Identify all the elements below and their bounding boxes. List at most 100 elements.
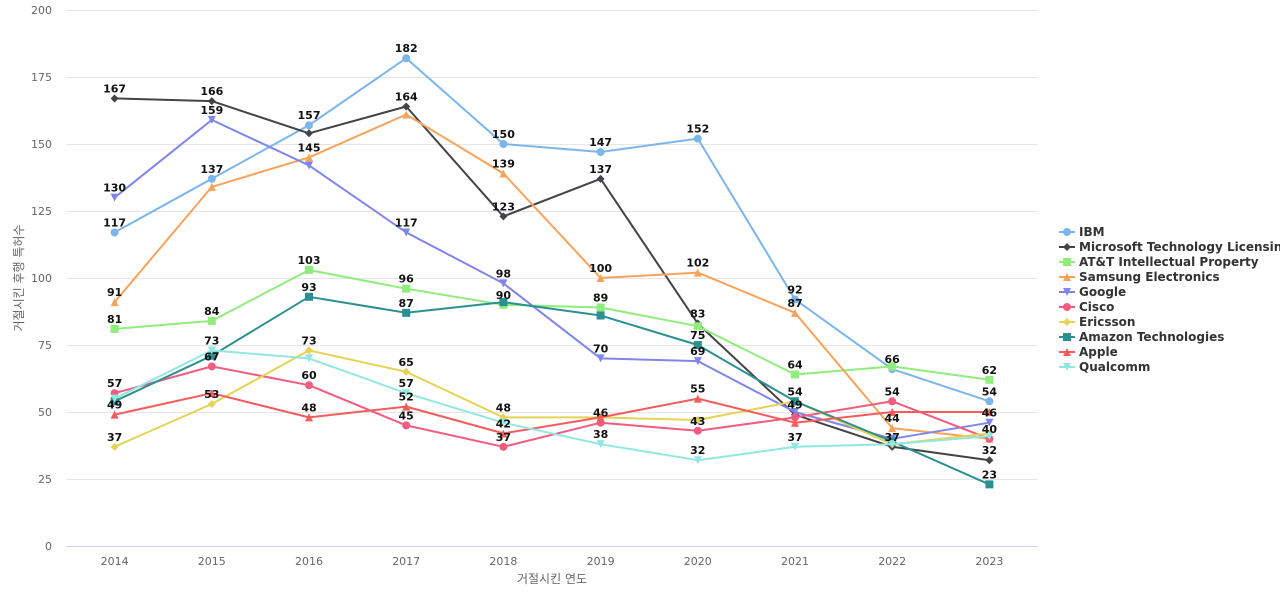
data-label: 49: [787, 399, 802, 412]
legend-item-apple[interactable]: Apple: [1058, 344, 1280, 359]
data-point: [985, 375, 994, 384]
data-label: 98: [496, 267, 511, 280]
legend-marker: [1063, 242, 1071, 251]
data-point: [693, 341, 702, 349]
data-labels: 167 166 159 157 145 182 164 150 139 123 147 137 152 1…: [103, 42, 997, 481]
y-tick-label: 50: [38, 406, 52, 419]
series-cisco: [110, 362, 994, 451]
legend-item-qualcomm[interactable]: Qualcomm: [1058, 359, 1280, 374]
y-tick-label: 175: [31, 71, 52, 84]
data-label: 57: [399, 377, 414, 390]
data-label: 32: [690, 444, 705, 457]
legend-item-microsoft-technology-licensing[interactable]: Microsoft Technology Licensing: [1058, 239, 1280, 254]
legend-item-amazon-technologies[interactable]: Amazon Technologies: [1058, 329, 1280, 344]
data-point: [499, 429, 508, 438]
data-point: [110, 394, 119, 403]
data-point: [305, 265, 313, 274]
series-line: [113, 365, 991, 448]
data-label: 83: [690, 308, 705, 321]
series-line: [113, 113, 991, 440]
legend: IBM Microsoft Technology Licensing AT&T In…: [1058, 224, 1280, 374]
data-label: 55: [690, 383, 705, 396]
legend-label: Google: [1079, 284, 1127, 299]
legend-swatch: [1059, 347, 1075, 356]
data-label: 52: [399, 391, 414, 404]
data-label: 46: [593, 407, 609, 420]
data-point: [596, 303, 605, 312]
x-tick-label: 2018: [489, 555, 517, 568]
data-point: [693, 416, 702, 425]
legend-marker: [1063, 347, 1071, 356]
x-tick-label: 2014: [101, 555, 129, 568]
y-tick-label: 25: [38, 473, 52, 486]
data-label: 164: [395, 90, 418, 103]
data-point: [402, 110, 411, 119]
data-point: [791, 408, 799, 416]
data-label: 130: [103, 182, 126, 195]
data-point: [596, 148, 605, 157]
data-point: [305, 161, 313, 170]
data-point: [402, 54, 411, 63]
data-point: [207, 182, 216, 191]
legend-label: Apple: [1079, 344, 1118, 359]
legend-item-google[interactable]: Google: [1058, 284, 1280, 299]
legend-marker: [1063, 257, 1071, 266]
data-point: [207, 346, 216, 355]
data-point: [110, 94, 119, 103]
data-point: [985, 418, 994, 427]
data-point: [402, 228, 411, 237]
data-label: 49: [107, 399, 122, 412]
data-point: [499, 298, 508, 307]
data-label: 54: [787, 385, 803, 398]
legend-item-atandt-intellectual-property[interactable]: AT&T Intellectual Property: [1058, 254, 1280, 269]
data-label: 87: [399, 297, 414, 310]
series-google: [110, 115, 994, 443]
data-label: 46: [982, 407, 998, 420]
legend-item-ericsson[interactable]: Ericsson: [1058, 314, 1280, 329]
data-point: [207, 316, 216, 325]
data-point: [110, 228, 119, 237]
data-label: 89: [593, 291, 608, 304]
series: [110, 54, 994, 489]
legend-swatch: [1059, 257, 1075, 266]
y-tick-label: 200: [31, 4, 52, 17]
legend-item-samsung-electronics[interactable]: Samsung Electronics: [1058, 269, 1280, 284]
data-point: [402, 102, 411, 111]
legend-label: Qualcomm: [1079, 359, 1151, 374]
data-label: 40: [982, 423, 998, 436]
data-point: [110, 193, 119, 202]
data-label: 60: [301, 369, 317, 382]
y-tick-label: 125: [31, 205, 52, 218]
data-point: [110, 442, 119, 451]
data-point: [596, 354, 605, 363]
data-point: [110, 298, 119, 307]
data-point: [693, 394, 702, 403]
data-point: [791, 413, 799, 422]
data-point: [693, 357, 702, 366]
x-tick-label: 2023: [975, 555, 1003, 568]
data-label: 117: [103, 216, 126, 229]
series-qualcomm: [110, 346, 994, 465]
data-point: [596, 440, 605, 449]
data-point: [693, 426, 702, 435]
y-axis-ticks: 0 25 50 75 100 125 150 175 200: [31, 4, 52, 553]
legend-marker: [1063, 287, 1071, 296]
data-label: 137: [200, 163, 223, 176]
y-tick-label: 150: [31, 138, 52, 151]
data-point: [305, 413, 313, 422]
data-label: 65: [399, 356, 414, 369]
legend-swatch: [1059, 362, 1075, 371]
data-point: [207, 97, 216, 106]
data-point: [499, 140, 508, 148]
legend-swatch: [1059, 332, 1075, 341]
legend-item-ibm[interactable]: IBM: [1058, 224, 1280, 239]
data-label: 62: [982, 364, 997, 377]
legend-item-cisco[interactable]: Cisco: [1058, 299, 1280, 314]
data-point: [402, 284, 411, 293]
data-label: 37: [787, 431, 802, 444]
data-label: 45: [399, 409, 414, 422]
data-point: [888, 408, 897, 416]
series-line: [113, 295, 991, 486]
x-tick-label: 2017: [392, 555, 420, 568]
